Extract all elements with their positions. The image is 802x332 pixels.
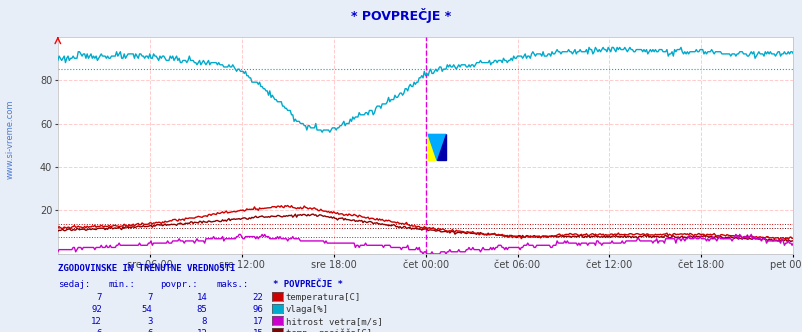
Text: 8: 8: [201, 317, 207, 326]
Text: 15: 15: [253, 329, 263, 332]
Text: sedaj:: sedaj:: [58, 280, 90, 289]
Text: 85: 85: [196, 305, 207, 314]
Text: * POVPREČJE *: * POVPREČJE *: [351, 8, 451, 23]
Text: * POVPREČJE *: * POVPREČJE *: [273, 280, 342, 289]
Text: 54: 54: [142, 305, 152, 314]
Text: min.:: min.:: [108, 280, 135, 289]
Text: 6: 6: [96, 329, 102, 332]
Text: hitrost vetra[m/s]: hitrost vetra[m/s]: [286, 317, 382, 326]
Text: www.si-vreme.com: www.si-vreme.com: [6, 100, 15, 179]
Text: 3: 3: [147, 317, 152, 326]
Polygon shape: [427, 134, 445, 160]
Text: 12: 12: [196, 329, 207, 332]
Polygon shape: [427, 134, 436, 160]
Text: maks.:: maks.:: [217, 280, 249, 289]
Text: vlaga[%]: vlaga[%]: [286, 305, 329, 314]
Text: 6: 6: [147, 329, 152, 332]
Text: 22: 22: [253, 293, 263, 302]
Text: 92: 92: [91, 305, 102, 314]
Text: temperatura[C]: temperatura[C]: [286, 293, 361, 302]
Text: 14: 14: [196, 293, 207, 302]
Text: povpr.:: povpr.:: [160, 280, 198, 289]
Text: 7: 7: [147, 293, 152, 302]
Text: 7: 7: [96, 293, 102, 302]
Text: 12: 12: [91, 317, 102, 326]
Text: 96: 96: [253, 305, 263, 314]
Text: 17: 17: [253, 317, 263, 326]
Text: ZGODOVINSKE IN TRENUTNE VREDNOSTI: ZGODOVINSKE IN TRENUTNE VREDNOSTI: [58, 264, 235, 273]
Text: temp. rosišča[C]: temp. rosišča[C]: [286, 329, 371, 332]
Polygon shape: [436, 134, 445, 160]
